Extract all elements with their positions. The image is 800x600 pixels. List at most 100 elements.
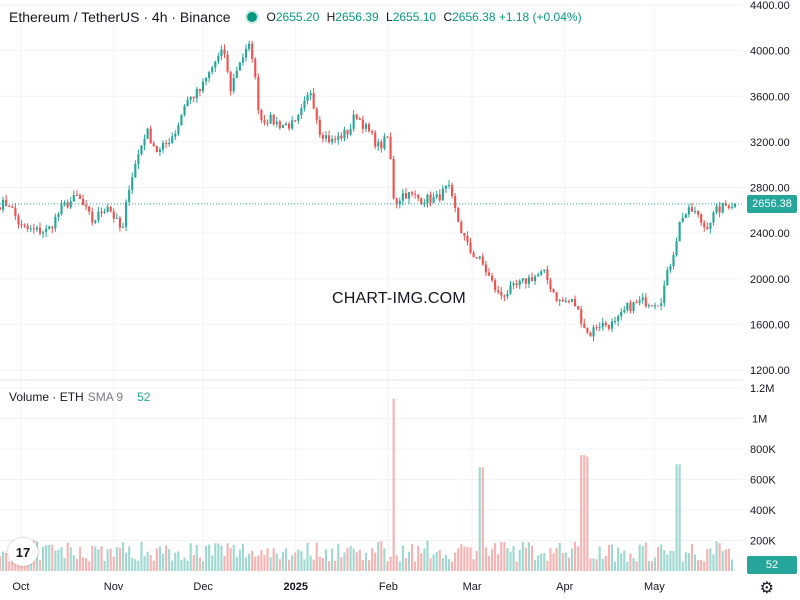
candle-body	[41, 232, 45, 234]
candle-body	[23, 225, 26, 227]
close-value: 2656.38	[452, 10, 496, 24]
candle-body	[51, 226, 54, 229]
volume-bar	[361, 560, 364, 571]
volume-bar	[312, 559, 315, 571]
volume-bar	[72, 555, 75, 571]
candle-body	[727, 205, 730, 208]
candle-body	[343, 129, 346, 139]
volume-bar	[306, 542, 309, 571]
volume-bar	[432, 554, 435, 571]
candle-body	[254, 58, 257, 78]
volume-bar	[346, 547, 349, 571]
candle-body	[678, 221, 681, 242]
volume-bar	[490, 549, 494, 571]
candle-body	[204, 77, 208, 82]
volume-bar	[383, 548, 386, 571]
volume-bar	[284, 548, 288, 571]
candle-body	[697, 211, 700, 215]
volume-bar	[254, 556, 257, 571]
volume-bar	[401, 545, 404, 571]
candle-body	[226, 54, 229, 72]
candle-body	[88, 206, 91, 212]
volume-bar	[149, 554, 152, 571]
volume-bar	[623, 550, 626, 571]
volume-bar	[244, 557, 248, 571]
volume-bar	[632, 557, 635, 571]
candle-body	[97, 211, 100, 221]
volume-bar	[567, 557, 571, 571]
candle-body	[155, 145, 158, 152]
candle-body	[352, 114, 355, 129]
candle-body	[709, 222, 712, 229]
gear-icon[interactable]: ⚙	[759, 580, 774, 597]
candle-body	[244, 48, 248, 58]
volume-bar	[629, 553, 632, 571]
candle-body	[610, 321, 614, 329]
candle-body	[518, 280, 521, 286]
volume-bar	[613, 561, 617, 571]
volume-bar	[349, 545, 352, 571]
volume-bar	[687, 553, 690, 571]
candle-body	[463, 232, 466, 236]
volume-bar	[552, 553, 555, 571]
candle-body	[321, 134, 324, 139]
candle-body	[414, 193, 417, 195]
candle-body	[693, 211, 697, 213]
tradingview-logo-icon[interactable]: 17	[8, 538, 38, 566]
candle-body	[66, 202, 69, 208]
volume-bar	[469, 547, 472, 571]
candle-body	[69, 201, 72, 208]
volume-bar	[358, 549, 361, 571]
price-tick-label: 3600.00	[750, 91, 790, 103]
volume-bar	[272, 548, 275, 571]
volume-bar	[54, 550, 57, 571]
volume-bar	[503, 542, 506, 571]
candle-body	[198, 88, 201, 92]
volume-bar	[506, 548, 509, 571]
volume-bar	[438, 550, 441, 571]
volume-tick-label: 600K	[750, 475, 776, 487]
volume-bar	[481, 467, 484, 571]
candle-body	[564, 300, 567, 302]
candle-body	[75, 194, 78, 196]
candle-body	[180, 114, 183, 126]
candle-body	[220, 49, 223, 56]
candle-body	[407, 192, 411, 199]
candle-body	[663, 285, 666, 304]
volume-bar	[85, 558, 88, 571]
last-price-tag: 2656.38	[747, 194, 797, 213]
candle-body	[644, 297, 647, 307]
candle-body	[429, 194, 432, 203]
candle-body	[724, 202, 727, 206]
candle-body	[158, 149, 161, 152]
candle-body	[38, 227, 42, 234]
volume-bar	[201, 561, 205, 571]
visibility-dot-icon[interactable]	[246, 12, 257, 22]
volume-bar	[423, 548, 426, 571]
volume-legend-value: 52	[137, 390, 151, 404]
volume-legend: Volume · ETH SMA 9 52	[9, 390, 150, 404]
candle-body	[512, 283, 515, 286]
candle-body	[164, 143, 168, 145]
volume-bar	[595, 559, 598, 571]
symbol-legend: Ethereum / TetherUS · 4h · Binance O2655…	[9, 7, 582, 27]
volume-bar	[94, 546, 97, 571]
volume-bar	[355, 552, 358, 571]
candle-body	[346, 129, 349, 135]
candle-body	[561, 299, 564, 302]
candle-body	[146, 128, 149, 139]
volume-bar	[208, 544, 211, 571]
volume-bar	[41, 546, 45, 571]
volume-bar	[666, 554, 669, 571]
open-label: O	[266, 10, 276, 24]
volume-bar	[66, 542, 69, 571]
candle-body	[168, 142, 171, 144]
candle-body	[386, 136, 389, 138]
candle-body	[14, 207, 17, 216]
candle-body	[318, 119, 321, 135]
volume-label[interactable]: Volume · ETH	[9, 390, 84, 404]
symbol-title[interactable]: Ethereum / TetherUS · 4h · Binance	[9, 9, 231, 25]
candle-body	[730, 206, 733, 208]
candle-body	[217, 55, 220, 62]
